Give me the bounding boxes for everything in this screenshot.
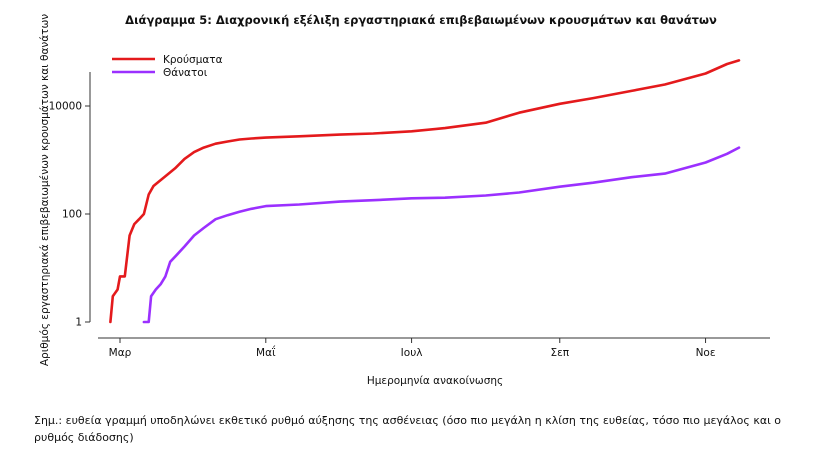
x-tick-label: Ιουλ [401, 347, 423, 359]
series-line-cases [109, 59, 741, 324]
y-axis-label: Αριθμός εργαστηριακά επιβεβαιωμένων κρου… [39, 14, 51, 366]
legend: Κρούσματα Θάνατοι [112, 54, 223, 79]
series-line-deaths [142, 146, 741, 324]
x-tick-label: Σεπ [550, 347, 569, 359]
x-tick-label: Νοε [696, 347, 716, 359]
series-layer [109, 59, 741, 324]
x-tick-label: Μαρ [109, 347, 132, 359]
y-tick-label: 10000 [49, 101, 82, 113]
x-axis: Μαρ Μαΐ Ιουλ Σεπ Νοε [98, 337, 770, 359]
y-tick-label: 100 [62, 209, 82, 221]
x-axis-label: Ημερομηνία ανακοίνωσης [367, 375, 503, 387]
chart-note: Σημ.: ευθεία γραμμή υποδηλώνει εκθετικό … [34, 414, 782, 444]
y-axis: 1 100 10000 [49, 72, 91, 329]
x-tick-label: Μαΐ [256, 345, 276, 359]
chart-title: Διάγραμμα 5: Διαχρονική εξέλιξη εργαστηρ… [125, 13, 717, 27]
line-chart: Διάγραμμα 5: Διαχρονική εξέλιξη εργαστηρ… [39, 13, 770, 387]
legend-label-deaths: Θάνατοι [163, 67, 208, 79]
y-tick-label: 1 [75, 317, 82, 329]
legend-label-cases: Κρούσματα [163, 54, 223, 66]
